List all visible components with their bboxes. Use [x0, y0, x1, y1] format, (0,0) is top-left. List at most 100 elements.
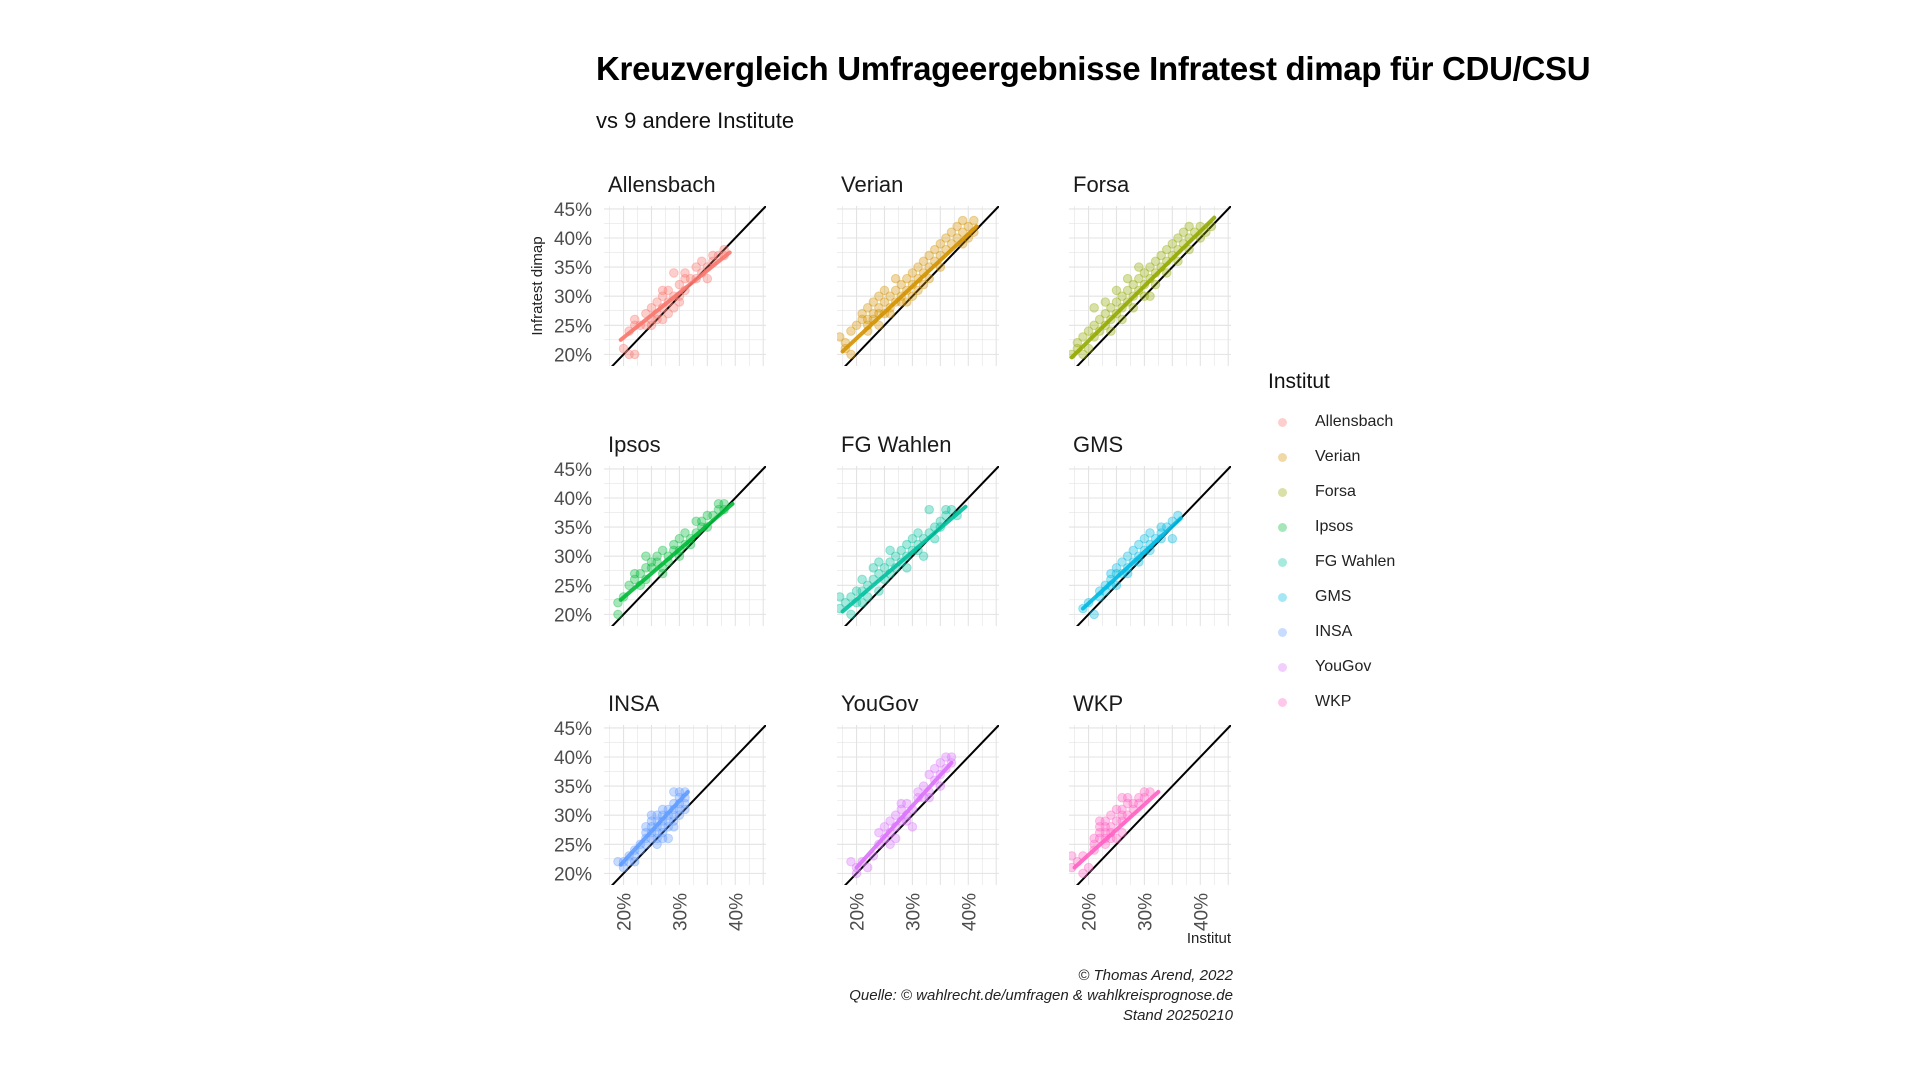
- data-point: [669, 268, 679, 278]
- legend-label: Forsa: [1315, 483, 1356, 500]
- data-point: [1145, 787, 1155, 797]
- data-point: [902, 816, 912, 826]
- data-point: [1122, 273, 1133, 284]
- panel-plot-area: [1069, 725, 1231, 885]
- x-tick-label: 40%: [726, 893, 747, 931]
- data-point: [868, 297, 879, 307]
- panel-plot-area: [1069, 206, 1231, 366]
- data-point: [629, 314, 640, 325]
- data-point: [837, 592, 845, 602]
- data-point: [857, 574, 867, 585]
- data-point: [629, 856, 640, 867]
- legend-label: YouGov: [1315, 658, 1372, 675]
- data-point: [890, 810, 901, 820]
- y-tick-label: 25%: [554, 316, 592, 337]
- data-point: [1094, 822, 1105, 832]
- trend-line: [618, 501, 735, 602]
- data-point: [669, 822, 679, 832]
- data-point: [851, 320, 862, 331]
- data-point: [1139, 268, 1150, 278]
- data-point: [1100, 308, 1111, 319]
- data-point: [913, 528, 923, 538]
- y-tick-label: 30%: [554, 806, 592, 827]
- data-point: [1106, 568, 1116, 579]
- data-point: [1094, 827, 1105, 838]
- y-tick-label: 45%: [554, 460, 592, 481]
- data-point: [879, 563, 890, 573]
- data-point: [885, 816, 895, 826]
- data-point: [696, 516, 707, 527]
- data-point: [1117, 291, 1127, 301]
- panel-gms: GMS: [1069, 432, 1231, 626]
- reference-line: [1075, 206, 1231, 366]
- data-point: [1111, 297, 1122, 307]
- data-point: [641, 551, 651, 561]
- data-point: [1089, 303, 1099, 313]
- data-point: [857, 597, 867, 608]
- data-point: [1122, 551, 1133, 561]
- data-point: [1122, 285, 1133, 296]
- data-point: [1089, 320, 1099, 331]
- data-point: [896, 798, 907, 809]
- data-point: [907, 268, 918, 278]
- data-point: [896, 545, 907, 556]
- data-point: [1117, 827, 1127, 838]
- panel-label: Verian: [841, 172, 903, 197]
- data-point: [918, 551, 929, 561]
- data-point: [641, 822, 651, 832]
- x-tick-label: 30%: [1135, 893, 1156, 931]
- legend-label: Verian: [1315, 448, 1361, 465]
- reference-line: [843, 206, 999, 366]
- data-point: [862, 314, 873, 325]
- x-tick-label: 30%: [670, 893, 691, 931]
- data-point: [1083, 862, 1094, 873]
- data-point: [1139, 291, 1150, 301]
- data-point: [1128, 279, 1139, 290]
- data-point: [924, 769, 934, 780]
- data-point: [935, 781, 946, 791]
- data-point: [646, 810, 657, 820]
- x-axis-title: Institut: [1187, 930, 1232, 947]
- legend-label: WKP: [1315, 693, 1352, 710]
- data-point: [708, 250, 718, 261]
- data-point: [1094, 816, 1105, 826]
- data-point: [1145, 528, 1155, 538]
- panel-label: YouGov: [841, 691, 918, 716]
- data-point: [1111, 580, 1122, 591]
- data-point: [1078, 349, 1088, 360]
- data-point: [890, 273, 901, 284]
- data-point: [885, 557, 895, 567]
- panel-plot-area: [843, 725, 999, 885]
- data-point: [862, 303, 873, 313]
- data-point: [935, 758, 946, 768]
- data-point: [1094, 314, 1105, 325]
- data-point: [846, 592, 856, 602]
- data-point: [674, 804, 685, 815]
- data-point: [674, 297, 685, 307]
- panel-plot-area: [610, 206, 766, 366]
- data-point: [846, 326, 856, 336]
- data-point: [902, 798, 912, 809]
- data-point: [946, 504, 957, 515]
- data-point: [846, 856, 856, 867]
- data-point: [719, 499, 729, 509]
- panel-yougov: YouGov 20% 30% 40%: [837, 691, 999, 931]
- y-tick-label: 35%: [554, 258, 592, 279]
- data-point: [1078, 868, 1088, 879]
- data-point: [669, 787, 679, 797]
- trend-line: [840, 224, 979, 354]
- data-point: [657, 291, 668, 301]
- data-point: [879, 285, 890, 296]
- data-point: [1156, 522, 1166, 532]
- trend-line: [840, 504, 968, 614]
- data-point: [1106, 810, 1116, 820]
- data-point: [837, 332, 845, 342]
- data-point: [1106, 822, 1116, 832]
- data-point: [646, 557, 657, 567]
- legend-title: Institut: [1268, 370, 1330, 393]
- trend-line: [1069, 215, 1217, 360]
- data-point: [663, 833, 674, 844]
- data-point: [680, 528, 690, 538]
- panel-wkp: WKP 20% 30% 40%: [1069, 691, 1231, 931]
- data-point: [680, 268, 690, 278]
